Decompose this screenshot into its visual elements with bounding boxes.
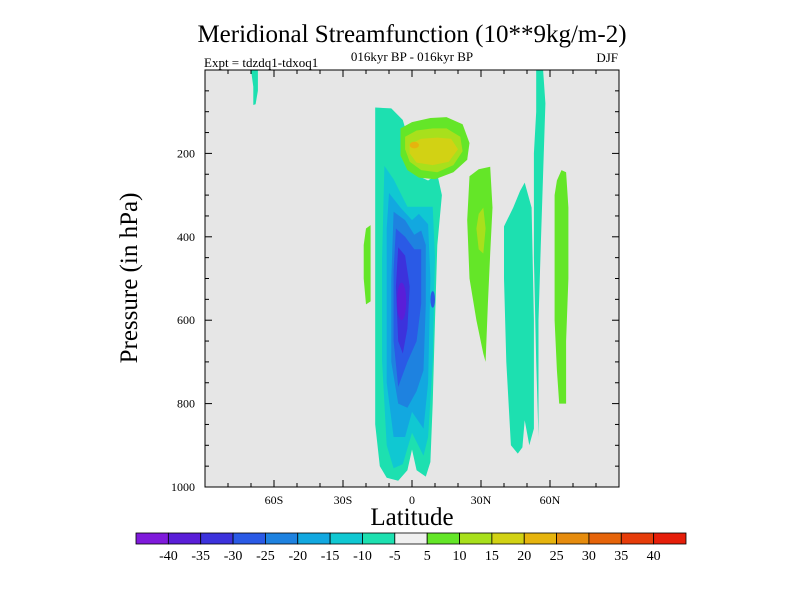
colorbar-swatch bbox=[426, 532, 460, 545]
colorbar-swatch bbox=[588, 532, 622, 545]
pos-small-20s bbox=[363, 225, 371, 305]
colorbar-swatch bbox=[232, 532, 266, 545]
neg-55n-column bbox=[533, 70, 546, 437]
colorbar-level-label: -40 bbox=[159, 549, 178, 564]
colorbar-swatch bbox=[265, 532, 299, 545]
y-tick-label: 800 bbox=[177, 397, 195, 411]
y-tick-label: 600 bbox=[177, 313, 195, 327]
neg-cell-secondary-core bbox=[430, 291, 436, 308]
colorbar-level-label: 25 bbox=[550, 549, 564, 564]
colorbar-swatch bbox=[491, 532, 525, 545]
pos-30n-band bbox=[467, 166, 493, 362]
colorbar-level-label: -15 bbox=[321, 549, 340, 564]
colorbar-swatch bbox=[394, 532, 428, 545]
colorbar-level-label: 15 bbox=[485, 549, 499, 564]
chart-subtitle: 016kyr BP - 016kyr BP bbox=[351, 49, 473, 64]
colorbar-level-label: 5 bbox=[424, 549, 431, 564]
colorbar-level-label: -20 bbox=[288, 549, 307, 564]
colorbar-swatch bbox=[329, 532, 363, 545]
experiment-label: Expt = tdzdq1-tdxoq1 bbox=[204, 55, 318, 70]
pos-30n-band-inner bbox=[476, 207, 486, 254]
y-axis-label: Pressure (in hPa) bbox=[116, 193, 143, 364]
colorbar-swatch bbox=[135, 532, 169, 545]
chart-title: Meridional Streamfunction (10**9kg/m-2) bbox=[197, 21, 626, 48]
colorbar-swatch bbox=[459, 532, 493, 545]
colorbar-level-label: 10 bbox=[453, 549, 467, 564]
colorbar-swatch bbox=[556, 532, 590, 545]
colorbar-swatch bbox=[620, 532, 655, 545]
x-tick-label: 60S bbox=[265, 493, 284, 507]
colorbar-swatch bbox=[653, 532, 687, 545]
colorbar-swatch bbox=[297, 532, 331, 545]
x-tick-label: 0 bbox=[409, 493, 415, 507]
neg-cell-level-35 bbox=[397, 282, 407, 321]
colorbar-swatch bbox=[523, 532, 557, 545]
colorbar-level-label: 40 bbox=[647, 549, 661, 564]
y-tick-label: 1000 bbox=[171, 480, 195, 494]
colorbar-level-label: -25 bbox=[256, 549, 275, 564]
pos-cell-level-15 bbox=[409, 137, 458, 166]
x-tick-label: 30N bbox=[471, 493, 492, 507]
colorbar-level-label: -5 bbox=[389, 549, 401, 564]
x-tick-label: 60N bbox=[540, 493, 561, 507]
x-tick-label: 30S bbox=[334, 493, 353, 507]
pos-cell-level-20 bbox=[409, 141, 419, 149]
colorbar-swatch bbox=[167, 532, 202, 545]
colorbar-level-label: -30 bbox=[224, 549, 243, 564]
y-tick-label: 400 bbox=[177, 230, 195, 244]
x-axis-label: Latitude bbox=[370, 504, 453, 531]
season-label: DJF bbox=[596, 50, 618, 65]
neg-45n-band bbox=[504, 182, 534, 454]
colorbar-swatch bbox=[200, 532, 234, 545]
colorbar-level-label: 20 bbox=[517, 549, 531, 564]
pos-65n-band bbox=[554, 170, 569, 404]
colorbar-level-label: -10 bbox=[353, 549, 372, 564]
neg-small-70s bbox=[251, 70, 258, 105]
colorbar-level-label: -35 bbox=[191, 549, 210, 564]
colorbar-level-label: 35 bbox=[614, 549, 628, 564]
y-tick-label: 200 bbox=[177, 146, 195, 160]
colorbar-swatch bbox=[362, 532, 396, 545]
colorbar-level-label: 30 bbox=[582, 549, 596, 564]
